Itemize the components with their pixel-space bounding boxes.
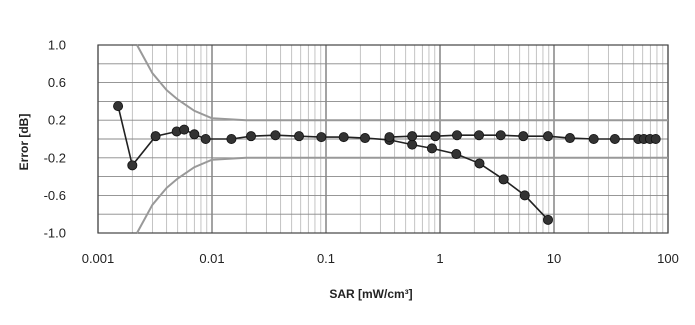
data-point: [226, 133, 237, 144]
data-series: [113, 101, 661, 225]
data-point: [518, 131, 529, 142]
data-point: [564, 133, 575, 144]
data-point: [246, 131, 257, 142]
data-point: [609, 133, 620, 144]
data-point: [316, 132, 327, 143]
data-point: [451, 149, 462, 160]
x-axis-label: SAR [mW/cm³]: [329, 287, 412, 301]
data-point: [519, 190, 530, 201]
data-point: [495, 130, 506, 141]
upper-limit-curve: [136, 44, 668, 122]
data-point: [113, 101, 124, 112]
data-point: [270, 130, 281, 141]
y-tick-label: 1.0: [48, 38, 66, 53]
y-tick-label: -0.6: [44, 188, 66, 203]
data-point: [650, 133, 661, 144]
data-point: [543, 214, 554, 225]
plot-frame: [97, 44, 669, 234]
data-point: [430, 131, 441, 142]
data-point: [474, 158, 485, 169]
data-point: [338, 132, 349, 143]
data-point: [474, 130, 485, 141]
data-point: [407, 131, 418, 142]
series-2: [384, 130, 661, 144]
data-point: [498, 174, 509, 185]
data-point: [588, 133, 599, 144]
x-tick-label: 1: [436, 251, 443, 266]
data-point: [426, 143, 437, 154]
y-tick-label: -0.2: [44, 150, 66, 165]
data-point: [452, 130, 463, 141]
data-point: [127, 160, 138, 171]
y-tick-label: 0.2: [48, 113, 66, 128]
data-point: [150, 131, 161, 142]
y-tick-label: 0.6: [48, 75, 66, 90]
data-point: [360, 133, 371, 144]
data-point: [384, 132, 395, 143]
x-tick-label: 0.01: [199, 251, 224, 266]
data-point: [179, 124, 190, 135]
x-tick-label: 0.001: [82, 251, 115, 266]
series-1: [113, 101, 554, 225]
data-point: [407, 139, 418, 150]
data-point: [294, 131, 305, 142]
data-point: [200, 133, 211, 144]
y-tick-label: -1.0: [44, 226, 66, 241]
data-point: [543, 131, 554, 142]
x-tick-label: 100: [657, 251, 679, 266]
tick-labels: 0.001 0.01 0.1 1 10 100 1.0 0.6 0.2 -0.2 -0.6 -1.0: [44, 38, 679, 267]
x-tick-label: 10: [547, 251, 561, 266]
x-tick-label: 0.1: [317, 251, 335, 266]
y-axis-label: Error [dB]: [17, 114, 31, 171]
data-point: [189, 129, 200, 140]
